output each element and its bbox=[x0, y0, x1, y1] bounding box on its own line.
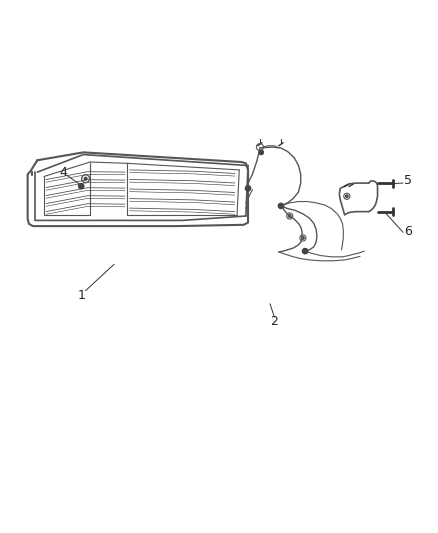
Circle shape bbox=[258, 150, 263, 155]
Text: 2: 2 bbox=[270, 315, 278, 328]
Text: 1: 1 bbox=[77, 288, 85, 302]
Circle shape bbox=[301, 237, 304, 239]
Circle shape bbox=[84, 177, 87, 180]
Circle shape bbox=[288, 215, 290, 217]
Text: 4: 4 bbox=[60, 166, 67, 179]
Circle shape bbox=[345, 195, 347, 198]
Circle shape bbox=[278, 203, 283, 208]
Text: 6: 6 bbox=[403, 225, 411, 238]
Circle shape bbox=[245, 185, 250, 191]
Circle shape bbox=[302, 249, 307, 253]
Text: 5: 5 bbox=[403, 174, 411, 188]
Circle shape bbox=[302, 248, 307, 254]
Circle shape bbox=[78, 183, 84, 189]
